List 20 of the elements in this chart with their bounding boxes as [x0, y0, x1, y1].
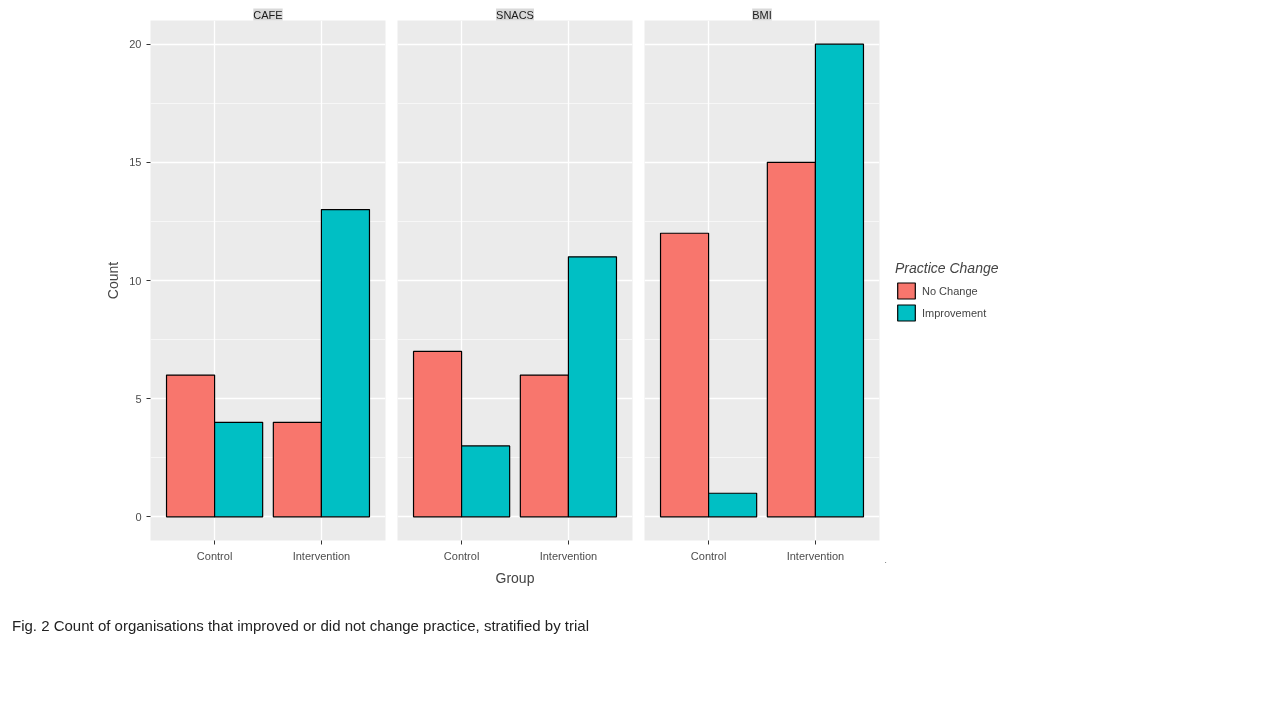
y-tick-label: 5	[135, 392, 142, 405]
chart-title: BMI	[752, 8, 772, 21]
y-tick-label: 10	[129, 274, 142, 287]
x-tick-label: Control	[690, 549, 727, 562]
y-axis-title: Count	[105, 261, 122, 300]
y-tick-label: 0	[135, 510, 142, 523]
y-tick-label: 15	[129, 156, 142, 169]
x-tick-label: Control	[196, 549, 233, 562]
y-tick-label: 20	[129, 38, 142, 51]
x-tick-label: Intervention	[292, 549, 351, 562]
chart-title: SNACS	[496, 8, 534, 21]
x-tick-label: Control	[443, 549, 480, 562]
chart-title: CAFE	[253, 8, 283, 21]
legend-title: Practice Change	[895, 259, 999, 276]
x-tick-label: Intervention	[539, 549, 598, 562]
x-axis-title: Group	[495, 569, 535, 586]
caption: Fig. 2 Count of organisations that improved or did not change practice, stratified by trial	[12, 616, 589, 636]
legend-label: No Change	[922, 284, 978, 297]
legend-label: Improvement	[922, 306, 987, 319]
x-tick-label: Intervention	[786, 549, 845, 562]
